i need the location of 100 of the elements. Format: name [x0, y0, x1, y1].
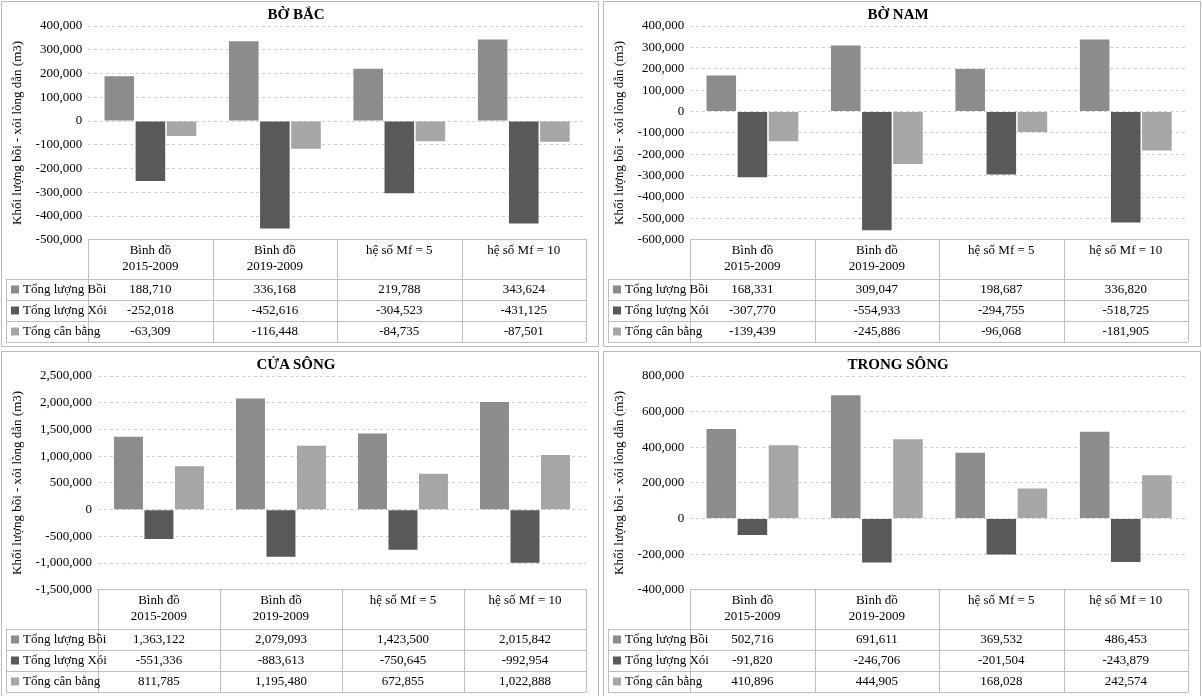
y-axis-title: Khối lượng bồi - xói lòng dẫn (m3)	[9, 390, 25, 575]
data-label: 336,168	[253, 280, 296, 296]
bar	[986, 112, 1017, 175]
legend-label: Tổng lượng Bồi	[625, 630, 709, 646]
data-label: 2,015,842	[498, 630, 551, 646]
data-label: -551,336	[135, 651, 183, 667]
y-tick-label: 400,000	[39, 17, 83, 33]
legend-label: Tổng lượng Xói	[23, 651, 108, 667]
data-label: 2,079,093	[254, 630, 307, 646]
bar	[235, 398, 265, 510]
bar	[291, 121, 321, 149]
y-tick-label: -1,000,000	[35, 554, 92, 570]
data-label: -252,018	[127, 301, 174, 317]
bar	[893, 439, 923, 519]
legend-label: Tổng cân bằng	[625, 672, 703, 688]
bar	[1017, 112, 1048, 133]
data-label: -431,125	[500, 301, 548, 317]
data-label: -139,439	[729, 322, 776, 338]
x-tick-label: hệ số Mf = 5	[369, 592, 437, 608]
y-tick-label: -500,000	[45, 527, 92, 543]
y-tick-label: -200,000	[637, 145, 685, 161]
y-tick-label: 2,000,000	[39, 394, 92, 410]
x-tick-label: hệ số Mf = 5	[968, 242, 1035, 258]
data-label: -84,735	[379, 322, 420, 338]
data-label: -181,905	[1102, 322, 1150, 338]
data-label: 336,820	[1104, 280, 1147, 296]
y-tick-label: -400,000	[637, 581, 685, 597]
data-label: 168,331	[731, 280, 774, 296]
bar	[510, 510, 540, 563]
data-label: 486,453	[1104, 630, 1147, 646]
chart-title: CỬA SÔNG	[256, 355, 336, 372]
data-label: 309,047	[855, 280, 899, 296]
bar	[144, 510, 174, 540]
data-label: -116,448	[251, 322, 298, 338]
bar	[986, 519, 1017, 555]
x-tick-label: hệ số Mf = 10	[487, 242, 561, 258]
data-label: 1,022,888	[498, 672, 551, 688]
legend-label: Tổng cân bằng	[23, 672, 101, 688]
chart-title: BỜ NAM	[867, 5, 929, 22]
bar	[830, 45, 861, 112]
data-label: 811,785	[138, 672, 180, 688]
x-tick-label: hệ số Mf = 10	[488, 592, 562, 608]
bar	[1079, 431, 1110, 519]
y-tick-label: -100,000	[35, 136, 83, 152]
bar	[540, 121, 570, 142]
y-tick-label: -400,000	[35, 207, 83, 223]
legend-label: Tổng lượng Bồi	[23, 280, 107, 296]
y-tick-label: 300,000	[39, 41, 83, 57]
data-label: 444,905	[855, 672, 898, 688]
bar	[353, 68, 383, 121]
data-label: 1,363,122	[132, 630, 185, 646]
x-tick-label: Bình đồ 2015-2009	[724, 592, 781, 623]
bar	[706, 75, 737, 112]
data-label: -87,501	[503, 322, 544, 338]
y-tick-label: 300,000	[641, 38, 685, 54]
bar	[1017, 488, 1048, 519]
x-tick-label: Bình đồ 2019-2009	[848, 592, 906, 623]
bar	[113, 436, 143, 510]
y-tick-label: -300,000	[35, 183, 83, 199]
data-label: 691,611	[855, 630, 898, 646]
y-tick-label: 400,000	[641, 17, 685, 33]
x-tick-label: Bình đồ 2015-2009	[724, 242, 781, 273]
legend-label: Tổng lượng Xói	[625, 301, 710, 317]
bar	[768, 112, 799, 142]
legend-label: Tổng lượng Xói	[625, 651, 710, 667]
data-label: -294,755	[978, 301, 1025, 317]
data-label: 242,574	[1104, 672, 1148, 688]
x-tick-label: hệ số Mf = 10	[1089, 242, 1163, 258]
y-tick-label: -400,000	[637, 188, 685, 204]
data-label: -992,954	[501, 651, 549, 667]
chart-title: TRONG SÔNG	[847, 355, 949, 372]
y-axis-title: Khối lượng bồi - xói lòng dẫn (m3)	[611, 40, 627, 225]
y-tick-label: 2,500,000	[39, 367, 92, 383]
data-label: 1,423,500	[376, 630, 429, 646]
x-tick-label: Bình đồ 2019-2009	[246, 242, 304, 273]
bar	[541, 454, 570, 510]
data-label: -554,933	[853, 301, 901, 317]
y-axis-title: Khối lượng bồi - xói lòng dẫn (m3)	[611, 390, 627, 575]
y-tick-label: -200,000	[35, 159, 83, 175]
y-tick-label: 0	[677, 102, 685, 118]
bar	[1142, 475, 1172, 519]
bar	[706, 428, 737, 519]
bar	[477, 39, 508, 121]
chart-title: BỜ BẮC	[267, 5, 325, 22]
data-label: 198,687	[980, 280, 1023, 296]
data-label: -518,725	[1102, 301, 1150, 317]
legend-label: Tổng lượng Xói	[23, 301, 108, 317]
x-tick-label: Bình đồ 2019-2009	[848, 242, 906, 273]
bar	[955, 452, 985, 519]
bar	[737, 112, 768, 178]
bar	[135, 121, 166, 181]
data-label: 219,788	[378, 280, 421, 296]
legend-label: Tổng cân bằng	[23, 322, 101, 338]
bar	[296, 445, 326, 510]
legend-label: Tổng lượng Bồi	[23, 630, 107, 646]
x-tick-label: hệ số Mf = 10	[1089, 592, 1163, 608]
data-label: -96,068	[981, 322, 1022, 338]
data-label: -883,613	[257, 651, 305, 667]
data-label: -201,504	[978, 651, 1026, 667]
x-tick-label: hệ số Mf = 5	[968, 592, 1035, 608]
